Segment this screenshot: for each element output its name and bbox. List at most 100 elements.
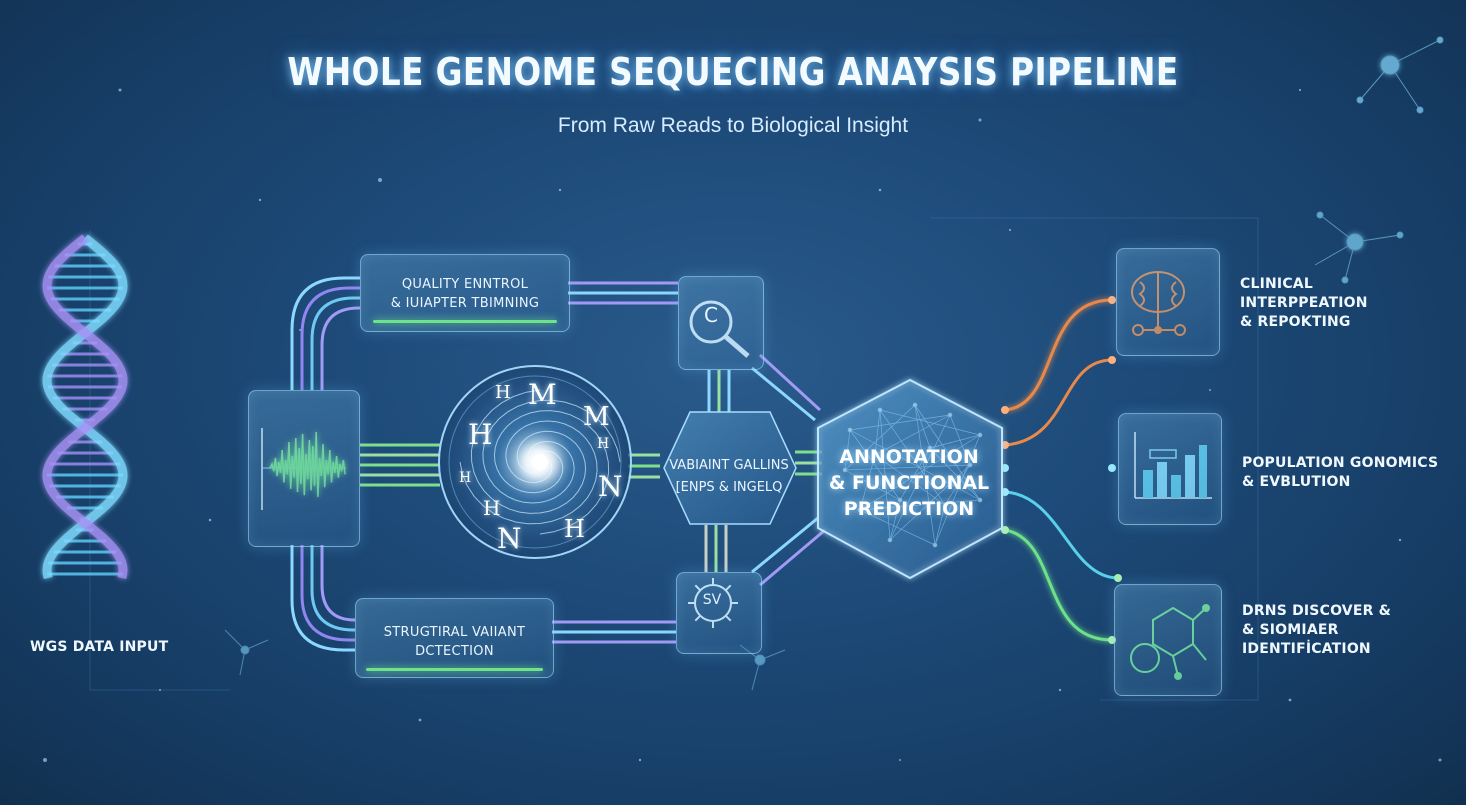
network-edge [889,499,901,541]
network-edge [879,409,946,506]
network-edge [914,404,981,501]
gear-tick [724,584,732,592]
network-edge [874,414,951,456]
alignment-glyph: H [495,382,511,403]
network-edge [889,414,951,541]
annotation-hexagon [817,378,1003,580]
network-edge [934,434,981,546]
orb-swirl-arm [482,399,621,504]
connector-annotation-outputs [1004,298,1119,642]
output-clinical-label: CLINICAL INTERPPEATION & REPOKTING [1240,275,1368,332]
structural-variant-box: STRUGTIRAL VAIIANT DCTECTION [355,598,554,678]
alignment-glyph: H [459,470,472,486]
sv-gear-icon [688,578,738,628]
output-drug-line3: IDENTIFİCATION [1242,641,1371,657]
network-edge [914,404,931,449]
molecule-decoration-topright [1356,36,1444,114]
structural-variant-line2: DCTECTION [415,644,494,659]
waveform-signal [269,431,346,497]
connector-input-orb [360,443,440,487]
network-node [912,402,918,408]
network-edge [879,409,891,541]
alignment-glyph: H [468,418,493,451]
page-subtitle: From Raw Reads to Biological Insight [557,114,909,137]
quality-control-progress-bar [373,320,557,323]
output-clinical-box [1116,248,1220,356]
variant-calling-line1: VABIAINT GALLINS [669,458,789,473]
alignment-orb [438,365,632,559]
network-edge [874,409,881,456]
network-edge [929,447,981,501]
connector-orb-variant [628,453,660,479]
network-edge [934,504,946,546]
background-frame [89,217,1259,701]
network-edge [859,499,981,511]
magnifier-icon [689,300,750,358]
connector-qc-magnifier [568,281,678,305]
annotation-line1: ANNOTATION [839,446,979,468]
alignment-glyph: H [483,496,501,520]
network-edge [859,454,876,511]
output-clinical-line1: CLINICAL [1240,276,1313,292]
bar-chart-icon [1134,432,1212,499]
network-edge [914,404,936,546]
gear-tick [694,614,702,622]
dna-helix [42,234,128,579]
network-node [872,452,878,458]
network-edge [879,409,981,436]
network-edge [899,447,931,501]
variant-calling-line2: [ENPS & INGELQ [675,480,783,495]
gear-tick [694,584,702,592]
alignment-glyph: M [583,402,610,432]
molecule-decoration-bottom [224,629,786,691]
annotation-label: ANNOTATION & FUNCTIONAL PREDICTION [828,444,990,522]
connector-input-qc [290,276,360,390]
alignment-glyph: M [528,378,557,411]
network-edge [929,434,981,449]
output-drug-line1: DRNS DISCOVER & [1242,603,1392,619]
network-edge [844,429,851,471]
alignment-glyph: N [598,470,623,503]
network-edge [874,454,946,506]
network-node [857,507,863,513]
connector-magnifier-variant [707,370,731,412]
network-node [942,502,948,508]
network-edge [889,464,971,541]
orb-swirl-arm [470,389,587,514]
network-edge [844,469,901,501]
network-node [842,467,848,473]
connector-sv-svbox [552,620,676,644]
sv-box [676,572,762,654]
network-edge [844,404,916,471]
network-node [927,445,933,451]
network-node [947,412,953,418]
variant-search-box [678,276,764,370]
input-data-box [248,390,360,547]
network-edge [844,464,971,471]
magnifier-letter: C [704,303,718,327]
connector-diagonals-annotation [751,353,826,587]
output-clinical-line2: INTERPPEATION [1240,295,1368,311]
alignment-glyph: N [497,522,522,555]
network-node [897,497,903,503]
network-node [977,497,983,503]
network-node [877,407,883,413]
network-edge [849,414,951,431]
quality-control-box: QUALITY ENNTROL & IUIAPTER TBIMNING [360,254,570,332]
network-node [932,542,938,548]
network-edge [849,429,901,501]
orb-swirl-arm [459,420,598,525]
output-population-box [1118,413,1222,525]
structural-variant-line1: STRUGTIRAL VAIIANT [383,625,526,640]
network-edge [859,434,981,511]
network-node [977,432,983,438]
orb-swirl-arm [493,410,610,535]
output-population-label: POPULATION GONOMICS & EVBLUTION [1242,454,1438,492]
network-node [967,462,973,468]
output-clinical-line3: & REPOKTING [1240,314,1351,330]
variant-calling-label: VABIAINT GALLINS [ENPS & INGELQ [650,455,808,499]
network-node [887,537,893,543]
molecule-decoration-right [1314,211,1404,284]
